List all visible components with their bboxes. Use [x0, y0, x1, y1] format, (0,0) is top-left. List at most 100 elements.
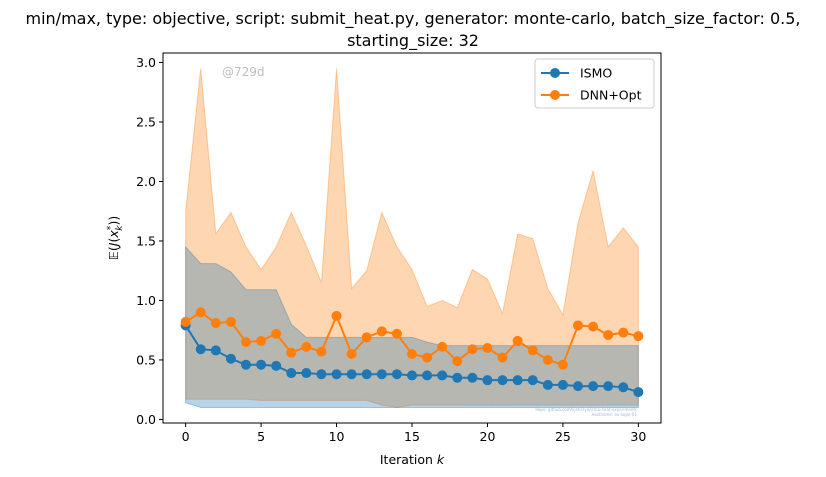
y-axis-label-part: 𝔼(	[106, 246, 121, 260]
y-tick-label: 2.5	[136, 115, 156, 130]
point-ismo-16	[422, 370, 433, 381]
point-dnn-opt-11	[346, 349, 357, 359]
footnote-block: No Bayesian Optimization (trained NN) su…	[464, 402, 638, 417]
point-dnn-opt-20	[482, 343, 493, 354]
point-dnn-opt-7	[286, 347, 297, 358]
y-tick-label: 2.0	[136, 174, 156, 189]
point-dnn-opt-6	[271, 328, 282, 339]
band-ismo	[185, 245, 639, 409]
point-dnn-opt-1	[195, 307, 206, 318]
point-dnn-opt-17	[437, 341, 448, 352]
point-ismo-23	[527, 375, 538, 386]
y-axis-label-part: J	[106, 242, 121, 249]
point-ismo-22	[512, 375, 523, 386]
point-dnn-opt-5	[256, 335, 267, 346]
point-ismo-29	[618, 382, 629, 393]
point-dnn-opt-26	[573, 320, 583, 331]
point-dnn-opt-24	[542, 354, 553, 365]
point-dnn-opt-19	[467, 344, 478, 355]
point-ismo-19	[467, 372, 478, 383]
point-ismo-11	[346, 369, 357, 380]
y-tick-label: 3.0	[136, 55, 156, 70]
point-ismo-13	[376, 369, 387, 380]
point-ismo-12	[361, 369, 372, 380]
band-dnn-opt	[185, 68, 639, 409]
legend: ISMO DNN+Opt	[534, 58, 655, 109]
chart-title-line-2: starting_size: 32	[347, 31, 479, 51]
point-ismo-26	[573, 381, 583, 392]
point-dnn-opt-10	[331, 310, 342, 321]
point-ismo-7	[286, 368, 297, 379]
point-ismo-30	[633, 387, 644, 398]
y-tick-label: 1.0	[136, 293, 156, 308]
point-dnn-opt-25	[557, 359, 568, 370]
y-axis-label-part: *	[106, 225, 116, 230]
point-dnn-opt-21	[497, 352, 508, 363]
watermark-text: @729d	[222, 65, 265, 79]
point-dnn-opt-0	[180, 316, 191, 327]
x-axis-label-variable: k	[437, 452, 445, 467]
legend-swatch-marker-ismo	[550, 68, 560, 78]
footnote-line: Repo: github.com/kjetil-lye/ismo-heat-ex…	[535, 407, 637, 412]
point-ismo-9	[316, 369, 327, 380]
series-markers	[180, 307, 644, 398]
point-ismo-17	[437, 370, 448, 381]
point-ismo-21	[497, 375, 508, 386]
point-dnn-opt-27	[588, 321, 599, 332]
x-axis-label: Iteration k	[380, 452, 445, 467]
min-max-bands	[185, 68, 639, 409]
point-dnn-opt-14	[391, 328, 402, 339]
point-ismo-28	[603, 381, 614, 392]
x-tick-label: 5	[257, 429, 265, 444]
footnote-line: Hostname: ex-login-01	[591, 412, 637, 417]
point-ismo-5	[256, 359, 267, 370]
y-axis-label-part: ))	[106, 216, 121, 226]
point-dnn-opt-13	[376, 326, 387, 337]
y-axis-label-part: (	[106, 238, 121, 243]
legend-swatch-marker-dnn-opt	[550, 90, 560, 100]
point-ismo-8	[301, 368, 312, 379]
legend-label-dnn-opt: DNN+Opt	[580, 88, 642, 103]
footnote-line: No Bayesian Optimization (trained NN) su…	[464, 402, 638, 407]
y-tick-label: 1.5	[136, 233, 156, 248]
y-tick-label: 0.5	[136, 352, 156, 367]
point-dnn-opt-9	[316, 346, 327, 357]
y-axis-label: 𝔼(J(x*k))	[106, 216, 125, 260]
point-dnn-opt-30	[633, 331, 644, 342]
point-ismo-24	[542, 379, 553, 390]
x-axis-label-text: Iteration	[380, 452, 437, 467]
y-tick-label: 0.0	[136, 412, 156, 427]
point-ismo-6	[271, 360, 282, 371]
point-ismo-27	[588, 381, 599, 392]
x-tick-label: 10	[329, 429, 345, 444]
point-dnn-opt-3	[225, 316, 236, 327]
x-tick-label: 20	[480, 429, 496, 444]
point-ismo-14	[391, 369, 402, 380]
legend-label-ismo: ISMO	[580, 66, 612, 81]
point-ismo-18	[452, 372, 463, 383]
point-dnn-opt-18	[452, 356, 463, 367]
point-ismo-20	[482, 375, 493, 386]
y-axis-ticks: 0.0 0.5 1.0 1.5 2.0 2.5 3.0	[136, 55, 163, 427]
point-dnn-opt-22	[512, 335, 523, 346]
x-tick-label: 0	[182, 429, 190, 444]
x-axis-ticks: 0 5 10 15 20 25 30	[182, 423, 646, 444]
point-dnn-opt-8	[301, 341, 312, 352]
point-dnn-opt-15	[407, 349, 417, 359]
point-ismo-15	[407, 370, 417, 381]
point-dnn-opt-2	[210, 318, 221, 329]
y-axis-label-part: x	[106, 230, 121, 239]
chart-title-line-1: min/max, type: objective, script: submit…	[26, 9, 801, 29]
point-dnn-opt-12	[361, 332, 372, 343]
point-ismo-25	[557, 379, 568, 390]
point-ismo-3	[225, 353, 236, 364]
x-tick-label: 30	[630, 429, 646, 444]
point-dnn-opt-16	[422, 352, 433, 363]
point-dnn-opt-4	[241, 337, 251, 348]
x-tick-label: 15	[404, 429, 420, 444]
point-dnn-opt-29	[618, 327, 629, 338]
point-ismo-1	[195, 344, 206, 355]
y-axis-label-part: k	[115, 225, 125, 231]
point-ismo-2	[210, 345, 221, 356]
